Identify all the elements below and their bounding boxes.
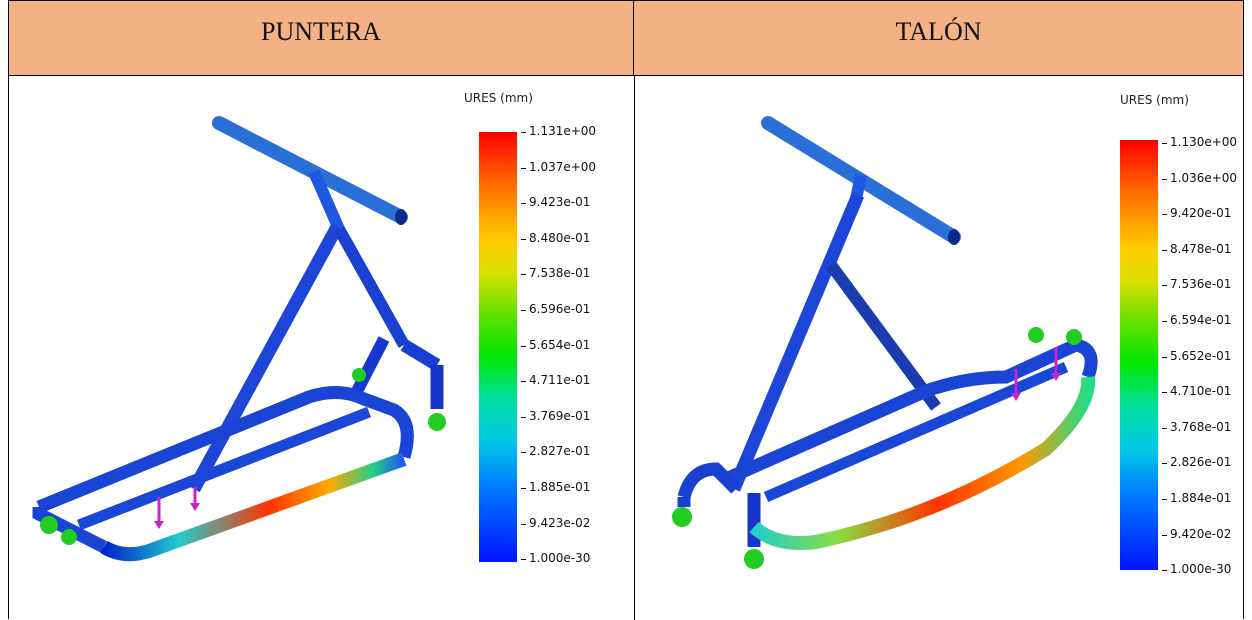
load-arrow-head (154, 521, 164, 529)
color-scale-bar (479, 132, 517, 562)
stem-tube (308, 169, 345, 232)
puntera-model-render (32, 116, 446, 562)
fixture-marker (1028, 327, 1044, 343)
handlebar-end (948, 229, 960, 245)
puntera-legend: URES (mm) 1.131e+00 1.037e+00 9.423e-01 8.4… (449, 77, 649, 620)
header-talon: TALÓN (634, 1, 1243, 76)
legend-tick-label: 6.596e-01 (520, 302, 591, 316)
front-rail-deformed (749, 376, 1096, 550)
legend-tick-label: 3.769e-01 (520, 408, 591, 423)
rear-arm (400, 339, 441, 371)
legend-tick-label: 1.130e+00 (1161, 135, 1238, 149)
legend-tick-label: 1.885e-01 (520, 480, 591, 494)
base-inner-rail (77, 406, 371, 531)
legend-tick-label: 5.654e-01 (520, 337, 591, 352)
talon-legend: URES (mm) 1.130e+00 1.036e+00 9.420e-01 8.4… (1110, 77, 1252, 620)
legend-tick-label: 1.000e-30 (520, 551, 591, 566)
legend-tick-label: 1.037e+00 (520, 159, 597, 174)
legend-tick-label: 6.594e-01 (1161, 313, 1232, 327)
legend-unit: URES (mm) (464, 91, 533, 105)
fixture-marker (672, 507, 692, 527)
diagonal-tube (728, 192, 864, 492)
legend-tick-label: 4.711e-01 (520, 373, 591, 388)
legend-tick-label: 2.827e-01 (520, 444, 591, 459)
column-divider (634, 76, 635, 620)
results-table: PUNTERA TALÓN (8, 0, 1244, 620)
legend-unit: URES (mm) (1120, 93, 1189, 107)
legend-tick-label: 1.036e+00 (1161, 170, 1238, 185)
handlebar-end (395, 209, 407, 225)
fixture-marker (744, 549, 764, 569)
fixture-marker (61, 529, 77, 545)
legend-tick-label: 7.538e-01 (520, 266, 591, 281)
legend-tick-label: 8.478e-01 (1161, 241, 1232, 256)
handlebar-tube (212, 116, 408, 224)
talon-model-render (672, 116, 1098, 569)
color-scale-bar (1120, 140, 1158, 570)
legend-tick-label: 9.423e-01 (520, 195, 591, 210)
load-arrow-head (1051, 373, 1061, 381)
load-arrow-head (190, 503, 200, 511)
legend-tick-label: 2.826e-01 (1161, 455, 1232, 470)
legend-tick-label: 9.420e-01 (1161, 206, 1232, 221)
base-frame-back (723, 338, 1098, 485)
legend-tick-label: 1.000e-30 (1161, 562, 1232, 577)
load-arrow-head (1011, 393, 1021, 401)
fixture-marker (352, 368, 366, 382)
legend-tick-label: 3.768e-01 (1161, 419, 1232, 434)
brace-tube (826, 261, 941, 411)
rear-diagonal (348, 336, 390, 400)
legend-tick-label: 9.420e-02 (1161, 526, 1232, 541)
fixture-marker (1066, 329, 1082, 345)
fixture-marker (428, 413, 446, 431)
legend-tick-label: 4.710e-01 (1161, 384, 1232, 399)
base-frame-left (32, 507, 107, 553)
front-rail-deformed (100, 452, 407, 562)
legend-tick-label: 5.652e-01 (1161, 348, 1232, 363)
legend-tick-label: 8.480e-01 (520, 230, 591, 245)
base-frame-back (36, 386, 414, 514)
diagonal-tube (188, 223, 343, 493)
rear-strut (333, 226, 410, 348)
legend-tick-label: 1.131e+00 (520, 124, 597, 138)
fixture-marker (40, 516, 58, 534)
talon-panel: URES (mm) 1.130e+00 1.036e+00 9.420e-01 8.4… (636, 77, 1243, 620)
puntera-panel: URES (mm) 1.131e+00 1.037e+00 9.423e-01 8.4… (9, 77, 633, 620)
legend-tick-label: 7.536e-01 (1161, 277, 1232, 292)
header-puntera: PUNTERA (9, 1, 634, 76)
legend-tick-label: 9.423e-02 (520, 515, 591, 530)
legend-tick-label: 1.884e-01 (1161, 491, 1232, 505)
front-leg-arm (677, 462, 741, 499)
